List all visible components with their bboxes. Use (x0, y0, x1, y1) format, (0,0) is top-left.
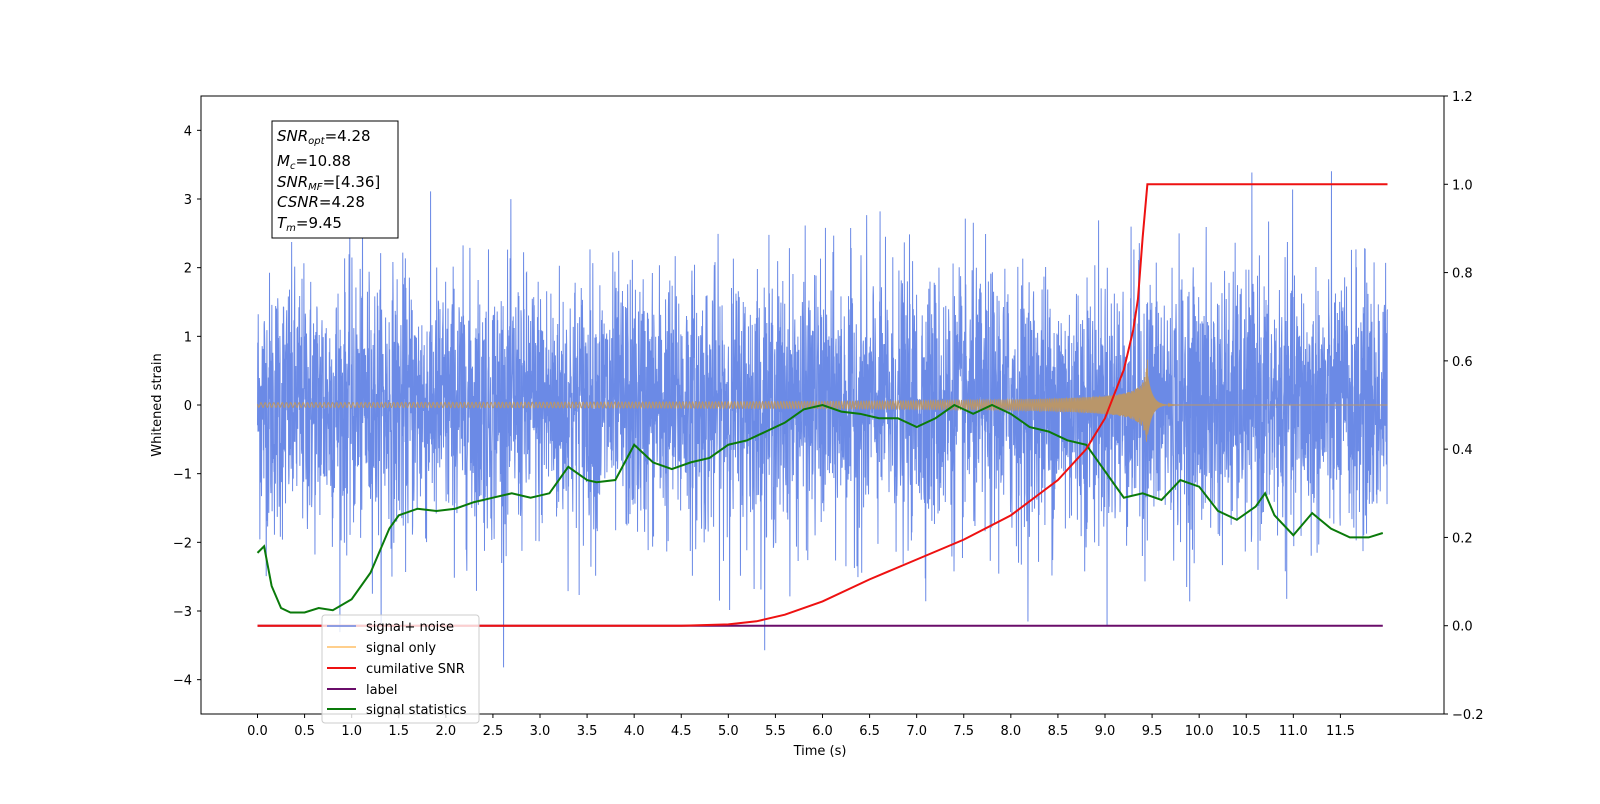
legend-entry-signal-statistics: signal statistics (327, 703, 467, 718)
y-tick-label: −2 (173, 536, 192, 551)
series-line-cumulative-snr (257, 183, 1388, 627)
y-tick-label: 2 (184, 262, 192, 277)
legend-label-signal-statistics: signal statistics (366, 703, 467, 718)
x-tick-label: 1.0 (341, 724, 362, 739)
x-tick-label: 10.5 (1232, 724, 1261, 739)
y-tick-label: 4 (184, 124, 192, 139)
legend-label-signal-noise: signal+ noise (366, 620, 454, 635)
x-tick-label: 3.0 (530, 724, 551, 739)
stat-snr-opt: SNRopt=4.28 (277, 127, 371, 147)
x-tick-label: 4.0 (624, 724, 645, 739)
y-tick-label: −1 (173, 468, 192, 483)
legend-entry-cumulative-snr: cumilative SNR (327, 662, 465, 677)
x-tick-label: 1.5 (388, 724, 409, 739)
y2-tick-label: 1.0 (1452, 178, 1473, 193)
stat-snr-mf: SNRMF=[4.36] (277, 173, 380, 193)
y2-tick-label: −0.2 (1452, 708, 1484, 723)
x-tick-label: 7.0 (906, 724, 927, 739)
y2-tick-label: 0.2 (1452, 531, 1473, 546)
x-tick-label: 4.5 (671, 724, 692, 739)
x-tick-label: 9.0 (1095, 724, 1116, 739)
x-tick-label: 2.0 (435, 724, 456, 739)
legend-entry-label: label (327, 683, 397, 698)
series-line-signal-statistics (256, 403, 1384, 614)
legend-label-signal-only: signal only (366, 641, 436, 656)
y2-tick-label: 0.6 (1452, 355, 1473, 370)
legend-label-cumulative-snr: cumilative SNR (366, 662, 465, 677)
x-tick-label: 5.0 (718, 724, 739, 739)
legend-entry-signal-noise: signal+ noise (327, 620, 454, 635)
legend-label-label: label (366, 683, 397, 698)
y-tick-label: 3 (184, 193, 192, 208)
legend-frame (321, 614, 480, 724)
y-tick-label: −4 (173, 674, 192, 689)
y-axis-left: 4 3 2 1 0 −1 −2 −3 −4 (173, 124, 201, 689)
y-axis-label: Whitened strain (150, 353, 165, 456)
y2-tick-label: 1.2 (1452, 90, 1473, 105)
stats-box-frame (271, 120, 399, 239)
stat-tm: Tm=9.45 (277, 214, 342, 234)
x-tick-label: 0.5 (294, 724, 315, 739)
x-axis-label: Time (s) (793, 744, 847, 759)
x-tick-label: 9.5 (1142, 724, 1163, 739)
y-tick-label: 0 (184, 399, 192, 414)
y-tick-label: −3 (173, 605, 192, 620)
x-tick-label: 6.0 (812, 724, 833, 739)
y2-tick-label: 0.0 (1452, 620, 1473, 635)
x-tick-label: 8.5 (1048, 724, 1069, 739)
x-tick-label: 0.0 (247, 724, 268, 739)
x-tick-label: 11.5 (1326, 724, 1355, 739)
x-tick-label: 11.0 (1279, 724, 1308, 739)
x-tick-label: 7.5 (953, 724, 974, 739)
y2-tick-label: 0.8 (1452, 267, 1473, 282)
x-tick-label: 5.5 (765, 724, 786, 739)
y2-tick-label: 0.4 (1452, 443, 1473, 458)
y-tick-label: 1 (184, 330, 192, 345)
stats-box: SNRopt=4.28 Mc=10.88 SNRMF=[4.36] CSNR=4… (271, 120, 399, 239)
x-tick-label: 8.0 (1000, 724, 1021, 739)
legend: signal+ noise signal only cumilative SNR… (321, 614, 480, 724)
x-tick-label: 3.5 (577, 724, 598, 739)
y-axis-right: 1.2 1.0 0.8 0.6 0.4 0.2 0.0 −0.2 (1444, 90, 1484, 723)
legend-entry-signal-only: signal only (327, 641, 436, 656)
series-line-signal-noise (257, 171, 1388, 668)
stat-csnr: CSNR=4.28 (277, 193, 365, 211)
x-axis: 0.0 0.5 1.0 1.5 2.0 2.5 3.0 3.5 4.0 4.5 5.0 5.5 6.0 6… (247, 714, 1355, 739)
stat-mc: Mc=10.88 (277, 152, 351, 172)
x-tick-label: 2.5 (483, 724, 504, 739)
x-tick-label: 6.5 (859, 724, 880, 739)
x-tick-label: 10.0 (1185, 724, 1214, 739)
